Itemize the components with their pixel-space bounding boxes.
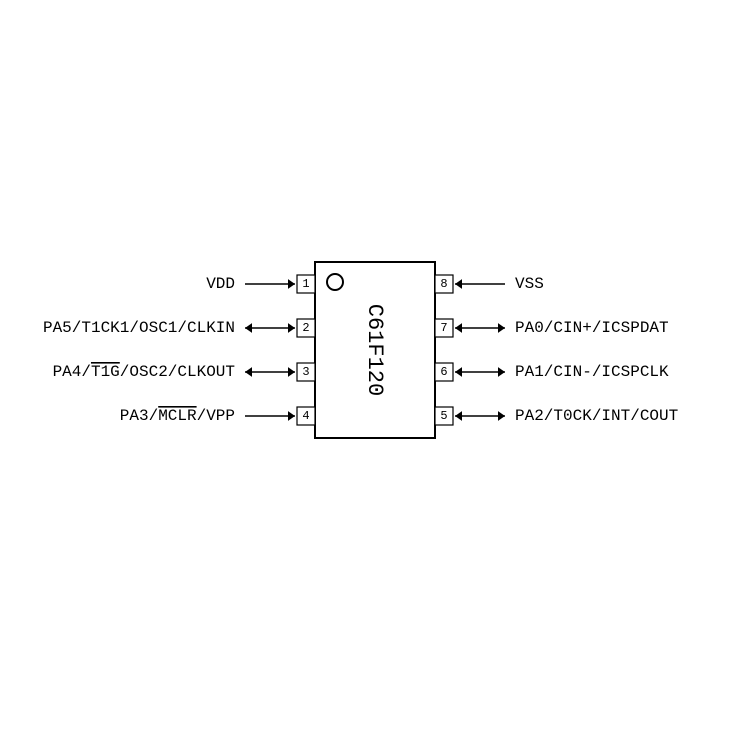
- arrow-head: [245, 323, 252, 333]
- pin-number: 4: [302, 409, 309, 423]
- arrow-head: [498, 323, 505, 333]
- pin-label: PA5/T1CK1/OSC1/CLKIN: [43, 319, 235, 337]
- arrow-head: [455, 323, 462, 333]
- arrow-head: [455, 411, 462, 421]
- pin-label: PA0/CIN+/ICSPDAT: [515, 319, 669, 337]
- pin-right-6: 6 PA1/CIN-/ICSPCLK: [435, 363, 669, 381]
- pinout-diagram: C61F120 1 VDD 2 PA5/T1CK1/OSC1/CLKIN 3 PA4/T1G…: [0, 0, 750, 750]
- arrow-head: [288, 367, 295, 377]
- pin-left-1: 1 VDD: [206, 275, 315, 293]
- arrow-head: [288, 411, 295, 421]
- arrow-head: [498, 367, 505, 377]
- pin-number: 6: [440, 365, 447, 379]
- pin-left-2: 2 PA5/T1CK1/OSC1/CLKIN: [43, 319, 315, 337]
- pin-label: PA1/CIN-/ICSPCLK: [515, 363, 669, 381]
- pin-number: 8: [440, 277, 447, 291]
- arrow-head: [245, 367, 252, 377]
- arrow-head: [498, 411, 505, 421]
- pin-label: PA3/MCLR/VPP: [120, 407, 235, 425]
- pin-number: 3: [302, 365, 309, 379]
- pin-number: 7: [440, 321, 447, 335]
- pin-right-8: 8 VSS: [435, 275, 544, 293]
- pin-label: PA4/T1G/OSC2/CLKOUT: [53, 363, 235, 381]
- arrow-head: [455, 279, 462, 289]
- arrow-head: [288, 279, 295, 289]
- pin-number: 5: [440, 409, 447, 423]
- arrow-head: [288, 323, 295, 333]
- chip-name: C61F120: [362, 304, 387, 396]
- pin-label: VDD: [206, 275, 235, 293]
- pin-right-5: 5 PA2/T0CK/INT/COUT: [435, 407, 678, 425]
- pin-right-7: 7 PA0/CIN+/ICSPDAT: [435, 319, 669, 337]
- pin-left-3: 3 PA4/T1G/OSC2/CLKOUT: [53, 363, 315, 381]
- pin-number: 2: [302, 321, 309, 335]
- arrow-head: [455, 367, 462, 377]
- pin-label: PA2/T0CK/INT/COUT: [515, 407, 678, 425]
- pin-label: VSS: [515, 275, 544, 293]
- pin-left-4: 4 PA3/MCLR/VPP: [120, 407, 315, 425]
- pin-number: 1: [302, 277, 309, 291]
